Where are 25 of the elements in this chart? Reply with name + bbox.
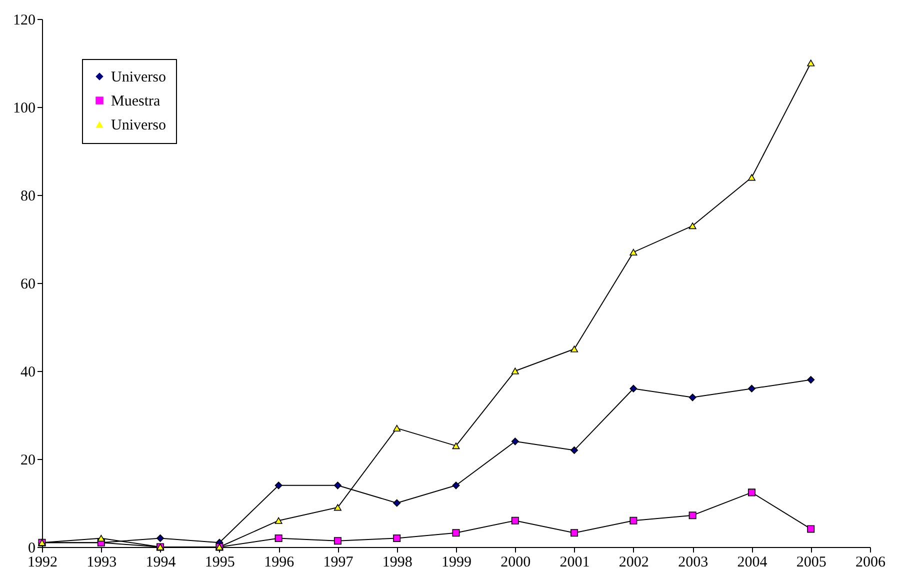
x-tick-label: 2005 [796,554,826,570]
y-tick-label: 40 [20,364,36,380]
y-tick-label: 60 [20,276,36,292]
x-tick-label: 1999 [442,554,472,570]
legend-label: Universo [111,70,166,86]
x-tick-label: 1998 [382,554,412,570]
x-tick-label: 1995 [204,554,235,570]
y-tick-label: 0 [28,540,36,556]
y-tick-label: 80 [20,188,36,204]
x-tick-label: 1992 [28,554,58,570]
legend-label: Universo [111,118,166,134]
y-tick-label: 100 [13,100,36,116]
x-tick-label: 1994 [146,554,176,570]
x-tick-label: 2002 [618,554,649,570]
x-tick-label: 2000 [500,554,531,570]
x-tick-label: 2004 [737,554,768,570]
x-tick-label: 2006 [856,554,886,570]
x-tick-label: 1996 [264,554,295,570]
x-tick-label: 2001 [560,554,590,570]
x-tick-label: 1993 [86,554,117,570]
y-tick-label: 120 [13,12,36,28]
x-tick-label: 2003 [678,554,708,570]
x-tick-label: 1997 [323,554,354,570]
y-tick-label: 20 [20,452,36,468]
legend-label: Muestra [111,94,160,110]
